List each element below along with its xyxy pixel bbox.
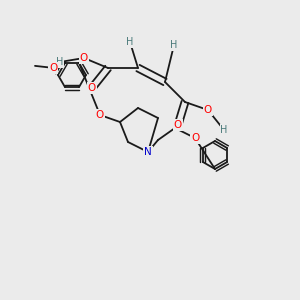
- Text: N: N: [144, 147, 152, 157]
- Text: O: O: [49, 63, 57, 73]
- Text: H: H: [56, 57, 64, 67]
- Text: H: H: [126, 37, 134, 47]
- Text: H: H: [220, 125, 228, 135]
- Text: O: O: [96, 110, 104, 120]
- Text: O: O: [88, 83, 96, 93]
- Text: H: H: [170, 40, 178, 50]
- Text: O: O: [204, 105, 212, 115]
- Text: O: O: [174, 120, 182, 130]
- Text: O: O: [80, 53, 88, 63]
- Text: O: O: [191, 133, 199, 143]
